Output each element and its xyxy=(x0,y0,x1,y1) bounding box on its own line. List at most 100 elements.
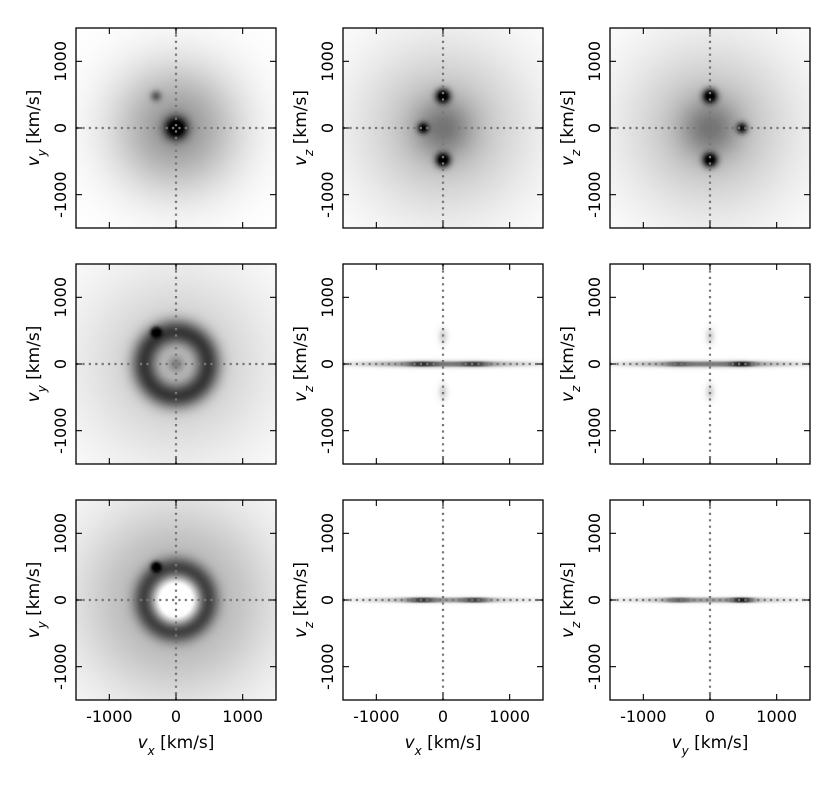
axis-unit: [km/s] xyxy=(291,326,311,386)
x-tick-label: 0 xyxy=(438,707,448,726)
x-tick-label: 0 xyxy=(705,707,715,726)
y-tick-label: 1000 xyxy=(585,277,604,318)
axis-unit: [km/s] xyxy=(24,562,44,622)
density-heatmap xyxy=(343,264,543,464)
y-tick-label: -1000 xyxy=(318,407,337,454)
axis-subscript: z xyxy=(569,385,583,393)
y-tick-label: 0 xyxy=(585,359,604,369)
x-axis-label: vx [km/s] xyxy=(138,733,215,758)
axis-unit: [km/s] xyxy=(291,562,311,622)
x-tick-label: 1000 xyxy=(489,707,530,726)
axis-subscript: y xyxy=(35,384,49,393)
y-tick-label: 1000 xyxy=(585,513,604,554)
y-tick-label: 0 xyxy=(51,359,70,369)
y-tick-label: -1000 xyxy=(51,643,70,690)
axis-symbol: v xyxy=(558,627,578,638)
density-heatmap xyxy=(343,28,543,228)
y-axis-label: vz [km/s] xyxy=(558,90,583,166)
y-tick-label: -1000 xyxy=(318,643,337,690)
axis-symbol: v xyxy=(558,155,578,166)
axis-symbol: v xyxy=(138,733,149,753)
y-tick-label: 0 xyxy=(318,359,337,369)
axis-symbol: v xyxy=(24,627,44,638)
x-tick-label: 1000 xyxy=(222,707,263,726)
x-tick-label: 1000 xyxy=(756,707,797,726)
x-tick-label: -1000 xyxy=(620,707,667,726)
y-tick-label: -1000 xyxy=(318,171,337,218)
axis-symbol: v xyxy=(672,733,683,753)
density-heatmap xyxy=(76,264,276,464)
axis-symbol: v xyxy=(291,391,311,402)
y-tick-label: -1000 xyxy=(585,643,604,690)
axis-unit: [km/s] xyxy=(422,733,482,753)
density-heatmap xyxy=(343,500,543,700)
y-tick-label: 1000 xyxy=(318,41,337,82)
axis-unit: [km/s] xyxy=(24,326,44,386)
x-tick-label: -1000 xyxy=(86,707,133,726)
axis-unit: [km/s] xyxy=(558,90,578,150)
y-tick-label: 1000 xyxy=(51,41,70,82)
density-heatmap xyxy=(610,500,810,700)
y-tick-label: 0 xyxy=(585,123,604,133)
axis-unit: [km/s] xyxy=(689,733,749,753)
y-tick-label: -1000 xyxy=(585,407,604,454)
axis-unit: [km/s] xyxy=(558,562,578,622)
axis-unit: [km/s] xyxy=(24,90,44,150)
y-axis-label: vz [km/s] xyxy=(291,90,316,166)
y-tick-label: 1000 xyxy=(318,277,337,318)
density-heatmap xyxy=(76,500,276,700)
y-tick-label: 0 xyxy=(51,123,70,133)
y-tick-label: 0 xyxy=(318,123,337,133)
axis-symbol: v xyxy=(291,155,311,166)
density-heatmap xyxy=(610,264,810,464)
axis-symbol: v xyxy=(24,155,44,166)
axis-subscript: y xyxy=(35,148,49,157)
y-tick-label: 1000 xyxy=(585,41,604,82)
y-tick-label: 1000 xyxy=(51,277,70,318)
x-tick-label: -1000 xyxy=(353,707,400,726)
y-tick-label: 0 xyxy=(51,595,70,605)
y-tick-label: 0 xyxy=(318,595,337,605)
y-axis-label: vz [km/s] xyxy=(558,562,583,638)
axis-subscript: y xyxy=(681,744,690,758)
density-heatmap xyxy=(76,28,276,228)
y-tick-label: 0 xyxy=(585,595,604,605)
axis-subscript: z xyxy=(569,621,583,629)
axis-subscript: x xyxy=(147,744,156,758)
y-tick-label: 1000 xyxy=(51,513,70,554)
axis-subscript: x xyxy=(414,744,423,758)
axis-unit: [km/s] xyxy=(291,90,311,150)
y-axis-label: vy [km/s] xyxy=(24,90,49,167)
axis-symbol: v xyxy=(291,627,311,638)
axis-subscript: z xyxy=(302,621,316,629)
x-tick-label: 0 xyxy=(171,707,181,726)
axis-subscript: z xyxy=(569,149,583,157)
axis-unit: [km/s] xyxy=(155,733,215,753)
y-tick-label: -1000 xyxy=(51,171,70,218)
axis-subscript: z xyxy=(302,385,316,393)
y-tick-label: 1000 xyxy=(318,513,337,554)
y-tick-label: -1000 xyxy=(51,407,70,454)
axis-symbol: v xyxy=(558,391,578,402)
density-heatmap xyxy=(610,28,810,228)
axis-subscript: y xyxy=(35,620,49,629)
y-axis-label: vz [km/s] xyxy=(291,562,316,638)
y-axis-label: vz [km/s] xyxy=(558,326,583,402)
y-axis-label: vz [km/s] xyxy=(291,326,316,402)
x-axis-label: vx [km/s] xyxy=(405,733,482,758)
x-axis-label: vy [km/s] xyxy=(672,733,749,758)
y-axis-label: vy [km/s] xyxy=(24,326,49,403)
axis-symbol: v xyxy=(24,391,44,402)
y-axis-label: vy [km/s] xyxy=(24,562,49,639)
